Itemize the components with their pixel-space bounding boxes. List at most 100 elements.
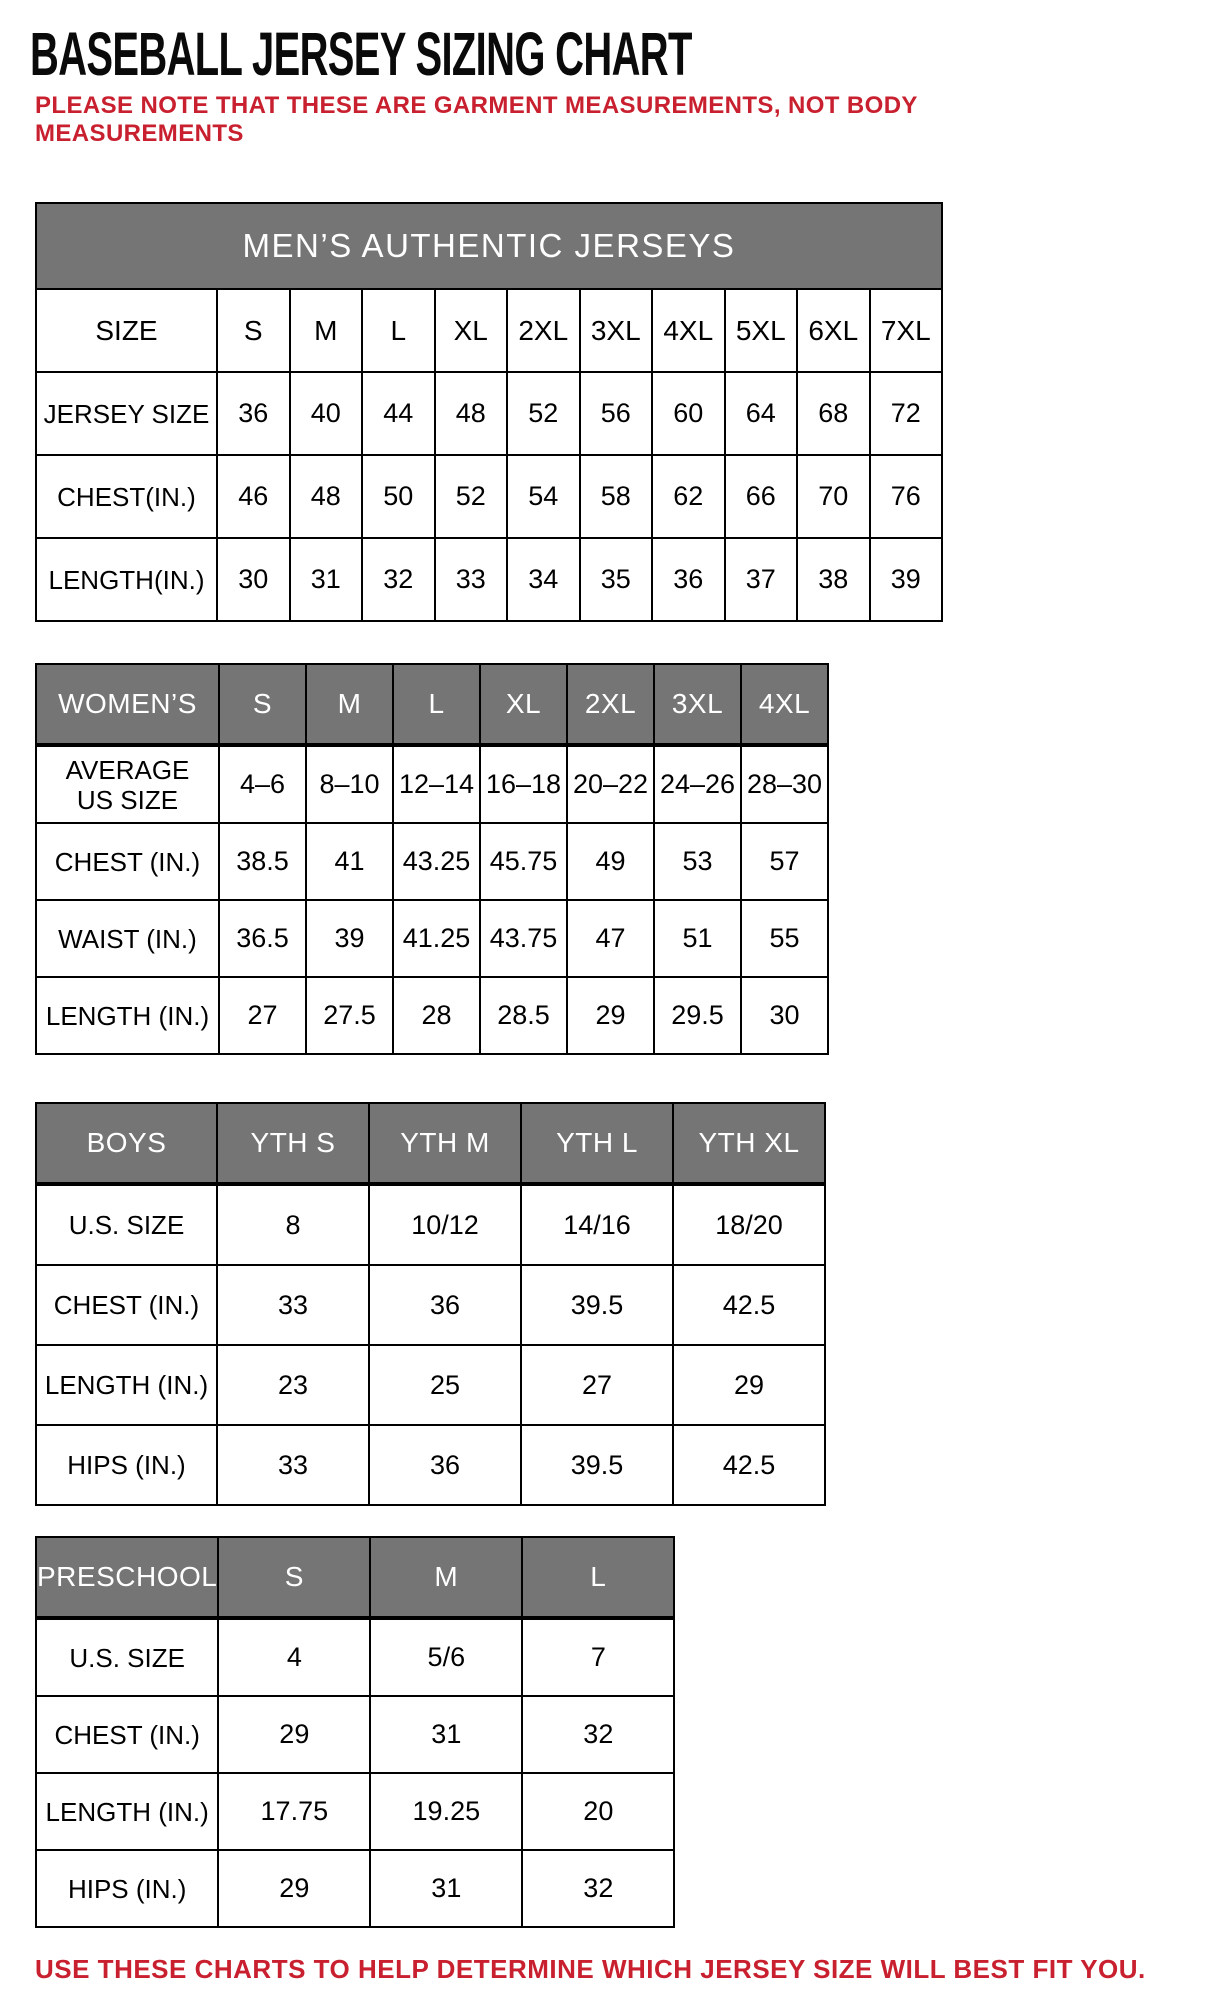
boys-value-cell: 14/16 xyxy=(520,1183,674,1266)
mens-col-header-2xl: 2XL xyxy=(506,288,581,373)
preschool-row-label: U.S. SIZE xyxy=(34,1617,220,1697)
boys-value-cell: 18/20 xyxy=(672,1183,826,1266)
womens-value-cell: 29.5 xyxy=(653,976,742,1055)
womens-value-cell: 41 xyxy=(305,822,394,901)
womens-value-cell: 28.5 xyxy=(479,976,568,1055)
mens-col-header-5xl: 5XL xyxy=(723,288,798,373)
womens-value-cell: 39 xyxy=(305,899,394,978)
womens-value-cell: 41.25 xyxy=(392,899,481,978)
mens-value-cell: 30 xyxy=(216,537,291,622)
boys-row-label: U.S. SIZE xyxy=(35,1183,218,1266)
mens-value-cell: 46 xyxy=(216,454,291,539)
womens-table-row: WAIST (IN.) 36.5 39 41.25 43.75 47 51 55 xyxy=(35,899,829,978)
garment-measurement-note: PLEASE NOTE THAT THESE ARE GARMENT MEASU… xyxy=(35,92,1192,148)
preschool-col-header-label: PRESCHOOL xyxy=(34,1536,220,1620)
womens-col-header-2xl: 2XL xyxy=(566,663,655,747)
womens-value-cell: 27.5 xyxy=(305,976,394,1055)
mens-value-cell: 60 xyxy=(651,371,726,456)
mens-value-cell: 54 xyxy=(506,454,581,539)
preschool-value-cell: 29 xyxy=(217,1695,372,1774)
womens-table-row: CHEST (IN.) 38.5 41 43.25 45.75 49 53 57 xyxy=(35,822,829,901)
womens-value-cell: 43.25 xyxy=(392,822,481,901)
boys-table-row: U.S. SIZE 8 10/12 14/16 18/20 xyxy=(35,1183,826,1266)
preschool-col-header-l: L xyxy=(521,1536,676,1620)
boys-value-cell: 33 xyxy=(216,1264,370,1346)
mens-col-header-7xl: 7XL xyxy=(868,288,943,373)
womens-value-cell: 4–6 xyxy=(218,744,307,824)
note-line-2: MEASUREMENTS xyxy=(35,120,244,147)
preschool-col-header-m: M xyxy=(369,1536,524,1620)
mens-value-cell: 38 xyxy=(796,537,871,622)
boys-row-label: CHEST (IN.) xyxy=(35,1264,218,1346)
boys-value-cell: 23 xyxy=(216,1344,370,1426)
womens-value-cell: 47 xyxy=(566,899,655,978)
womens-row-label: LENGTH (IN.) xyxy=(35,976,220,1055)
womens-col-header-3xl: 3XL xyxy=(653,663,742,747)
preschool-value-cell: 31 xyxy=(369,1695,524,1774)
boys-value-cell: 29 xyxy=(672,1344,826,1426)
mens-value-cell: 39 xyxy=(868,537,943,622)
mens-value-cell: 36 xyxy=(651,537,726,622)
boys-col-header-yth-l: YTH L xyxy=(520,1102,674,1186)
mens-value-cell: 52 xyxy=(433,454,508,539)
page-title: BASEBALL JERSEY SIZING CHART xyxy=(30,20,692,88)
mens-value-cell: 33 xyxy=(433,537,508,622)
womens-value-cell: 43.75 xyxy=(479,899,568,978)
preschool-value-cell: 29 xyxy=(217,1849,372,1928)
womens-value-cell: 45.75 xyxy=(479,822,568,901)
boys-value-cell: 39.5 xyxy=(520,1424,674,1506)
boys-col-header-yth-m: YTH M xyxy=(368,1102,522,1186)
mens-value-cell: 56 xyxy=(578,371,653,456)
preschool-value-cell: 17.75 xyxy=(217,1772,372,1851)
mens-col-header-6xl: 6XL xyxy=(796,288,871,373)
womens-row-label: WAIST (IN.) xyxy=(35,899,220,978)
boys-value-cell: 8 xyxy=(216,1183,370,1266)
boys-col-header-label: BOYS xyxy=(35,1102,218,1186)
preschool-row-label: HIPS (IN.) xyxy=(34,1849,220,1928)
preschool-value-cell: 4 xyxy=(217,1617,372,1697)
womens-value-cell: 30 xyxy=(740,976,829,1055)
mens-col-header-3xl: 3XL xyxy=(578,288,653,373)
mens-value-cell: 36 xyxy=(216,371,291,456)
boys-value-cell: 42.5 xyxy=(672,1264,826,1346)
tables: MEN’S AUTHENTIC JERSEYS SIZE S M L XL 2XL 3XL 4X… xyxy=(30,202,1192,1928)
mens-value-cell: 44 xyxy=(361,371,436,456)
womens-value-cell: 24–26 xyxy=(653,744,742,824)
preschool-row-label: CHEST (IN.) xyxy=(34,1695,220,1774)
mens-table-title: MEN’S AUTHENTIC JERSEYS xyxy=(35,202,943,290)
womens-value-cell: 38.5 xyxy=(218,822,307,901)
womens-value-cell: 49 xyxy=(566,822,655,901)
mens-table-row: JERSEY SIZE 36 40 44 48 52 56 60 64 68 72 xyxy=(35,371,943,456)
boys-value-cell: 36 xyxy=(368,1264,522,1346)
preschool-table-row: CHEST (IN.) 29 31 32 xyxy=(34,1695,676,1774)
mens-sizing-table: MEN’S AUTHENTIC JERSEYS SIZE S M L XL 2XL 3XL 4X… xyxy=(35,202,943,622)
mens-col-header-s: S xyxy=(216,288,291,373)
womens-col-header-l: L xyxy=(392,663,481,747)
mens-row-label: LENGTH(IN.) xyxy=(35,537,218,622)
preschool-col-header-s: S xyxy=(217,1536,372,1620)
boys-value-cell: 27 xyxy=(520,1344,674,1426)
mens-value-cell: 68 xyxy=(796,371,871,456)
mens-value-cell: 70 xyxy=(796,454,871,539)
mens-col-header-m: M xyxy=(288,288,363,373)
womens-col-header-4xl: 4XL xyxy=(740,663,829,747)
womens-value-cell: 53 xyxy=(653,822,742,901)
womens-value-cell: 8–10 xyxy=(305,744,394,824)
womens-table-row: AVERAGE US SIZE 4–6 8–10 12–14 16–18 20–22 24–… xyxy=(35,744,829,824)
preschool-table-row: U.S. SIZE 4 5/6 7 xyxy=(34,1617,676,1697)
boys-value-cell: 42.5 xyxy=(672,1424,826,1506)
womens-value-cell: 27 xyxy=(218,976,307,1055)
boys-value-cell: 25 xyxy=(368,1344,522,1426)
womens-col-header-xl: XL xyxy=(479,663,568,747)
mens-col-header-4xl: 4XL xyxy=(651,288,726,373)
womens-row-label: AVERAGE US SIZE xyxy=(35,744,220,824)
preschool-value-cell: 32 xyxy=(521,1849,676,1928)
mens-value-cell: 66 xyxy=(723,454,798,539)
mens-col-header-label: SIZE xyxy=(35,288,218,373)
mens-value-cell: 62 xyxy=(651,454,726,539)
mens-row-label: JERSEY SIZE xyxy=(35,371,218,456)
mens-value-cell: 31 xyxy=(288,537,363,622)
footer-note: USE THESE CHARTS TO HELP DETERMINE WHICH… xyxy=(35,1954,1146,1984)
boys-value-cell: 10/12 xyxy=(368,1183,522,1266)
note-line-1: PLEASE NOTE THAT THESE ARE GARMENT MEASU… xyxy=(35,92,918,119)
